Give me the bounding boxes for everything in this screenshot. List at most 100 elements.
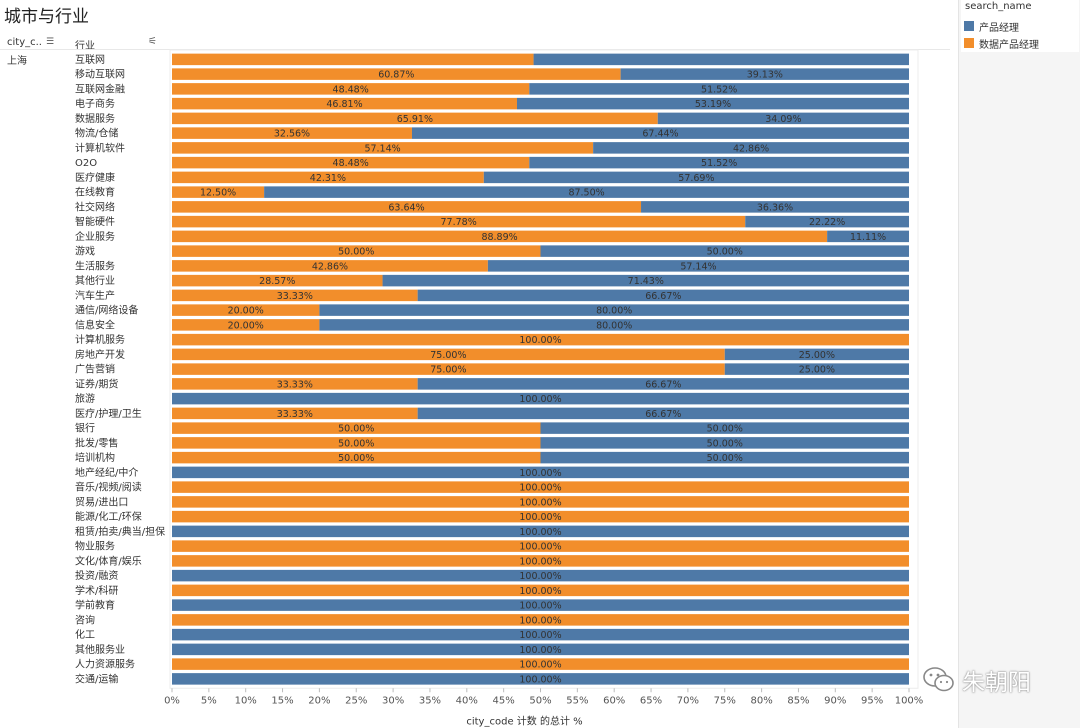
data-label: 77.78%	[441, 217, 477, 228]
data-label: 36.36%	[757, 202, 793, 213]
bar-segment	[172, 112, 658, 125]
bar-segment	[533, 53, 909, 66]
category-label: O2O	[75, 158, 97, 169]
data-label: 100.00%	[519, 335, 561, 346]
bar-segment	[172, 643, 909, 656]
data-label: 100.00%	[519, 483, 561, 494]
category-label: 医疗/护理/卫生	[75, 407, 142, 420]
data-label: 50.00%	[338, 424, 374, 435]
legend-label: 产品经理	[979, 22, 1019, 34]
category-label: 社交网络	[75, 200, 115, 213]
data-label: 33.33%	[277, 291, 313, 302]
bar-segment	[172, 319, 320, 331]
category-label: 投资/融资	[75, 569, 118, 582]
column-header-industry[interactable]: 行业	[75, 41, 95, 52]
category-label: 能源/化工/环保	[75, 510, 142, 523]
data-label: 80.00%	[596, 320, 632, 331]
category-label: 文化/体育/娱乐	[75, 554, 142, 567]
data-label: 100.00%	[519, 571, 561, 582]
data-label: 100.00%	[519, 556, 561, 567]
data-label: 57.14%	[680, 261, 716, 272]
data-label: 42.86%	[312, 261, 348, 272]
data-label: 100.00%	[519, 394, 561, 405]
bar-segment	[172, 525, 909, 538]
bar-segment	[172, 215, 746, 228]
bar-segment	[172, 348, 725, 361]
bar-segment	[319, 319, 909, 331]
data-label: 50.00%	[707, 438, 743, 449]
data-label: 63.64%	[388, 202, 424, 213]
legend-item-product-manager[interactable]: 产品经理	[964, 20, 1019, 34]
category-label: 银行	[75, 422, 95, 435]
x-tick-label: 30%	[382, 695, 404, 706]
category-label: 通信/网络设备	[75, 304, 138, 317]
bar-segment	[172, 97, 517, 110]
category-label: 人力资源服务	[75, 658, 135, 671]
data-label: 88.89%	[481, 232, 517, 243]
data-label: 100.00%	[519, 615, 561, 626]
bar-segment	[516, 97, 909, 110]
legend-title: search_name	[965, 1, 1032, 12]
bar-segment	[172, 230, 828, 243]
sort-descending-icon[interactable]: ⚟	[148, 36, 157, 47]
data-label: 100.00%	[519, 630, 561, 641]
bar-segment	[172, 510, 909, 523]
bar-segment	[172, 186, 265, 198]
data-label: 66.67%	[645, 291, 681, 302]
category-label: 批发/零售	[75, 436, 118, 449]
bar-segment	[172, 584, 909, 597]
data-label: 75.00%	[430, 365, 466, 376]
bar-segment	[540, 451, 909, 464]
bar-segment	[540, 437, 909, 449]
bar-segment	[172, 156, 530, 169]
data-label: 50.00%	[707, 247, 743, 258]
data-label: 11.11%	[850, 232, 886, 243]
sort-icon[interactable]: ☰	[46, 37, 55, 47]
data-label: 33.33%	[277, 379, 313, 390]
category-label: 互联网	[75, 54, 105, 66]
category-label: 数据服务	[75, 112, 115, 125]
data-label: 71.43%	[628, 276, 664, 287]
bar-segment	[172, 378, 418, 390]
bar-segment	[172, 333, 909, 346]
x-tick-label: 65%	[640, 695, 662, 706]
category-label: 租赁/拍卖/典当/担保	[75, 525, 165, 538]
data-label: 67.44%	[642, 129, 678, 140]
bar-segment	[172, 260, 488, 272]
category-label: 音乐/视频/阅读	[75, 481, 142, 494]
category-label: 化工	[75, 628, 95, 641]
legend-panel	[958, 0, 1080, 728]
data-label: 42.31%	[310, 173, 346, 184]
x-axis-title: city_code 计数 的总计 %	[466, 714, 582, 727]
data-label: 22.22%	[809, 217, 845, 228]
column-header-city[interactable]: city_c..	[7, 37, 42, 48]
legend-item-data-product-manager[interactable]: 数据产品经理	[964, 37, 1039, 51]
data-label: 65.91%	[397, 114, 433, 125]
bar-segment	[319, 304, 909, 316]
bar-segment	[172, 407, 418, 420]
data-label: 34.09%	[765, 114, 801, 125]
data-label: 75.00%	[430, 350, 466, 361]
category-label: 互联网金融	[75, 82, 125, 95]
bar-segment	[172, 142, 594, 154]
bar-segment	[172, 83, 530, 95]
bar-segment	[724, 348, 909, 361]
bar-segment	[417, 378, 909, 390]
legend-swatch	[964, 38, 974, 48]
bar-segment	[172, 555, 909, 567]
bar-segment	[172, 569, 909, 582]
bar-segment	[172, 673, 909, 685]
category-label: 智能硬件	[75, 215, 115, 228]
legend-label: 数据产品经理	[979, 39, 1039, 51]
data-label: 53.19%	[695, 99, 731, 110]
category-label: 移动互联网	[75, 68, 125, 81]
data-label: 20.00%	[228, 306, 264, 317]
bar-segment	[529, 156, 909, 169]
x-tick-label: 85%	[787, 695, 809, 706]
data-label: 39.13%	[747, 70, 783, 81]
category-label: 广告营销	[75, 363, 115, 376]
bar-segment	[172, 245, 541, 257]
data-label: 50.00%	[338, 247, 374, 258]
bar-segment	[172, 363, 725, 375]
